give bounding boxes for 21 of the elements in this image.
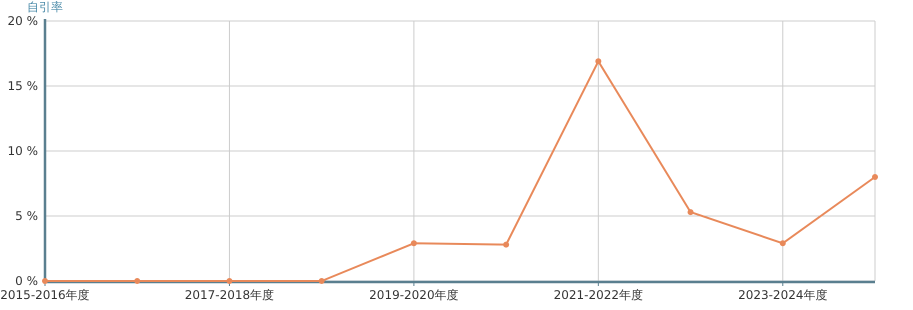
x-tick-label: 2019-2020年度 <box>369 288 459 302</box>
x-tick-label: 2017-2018年度 <box>184 288 274 302</box>
point <box>503 242 510 248</box>
point <box>780 240 786 246</box>
y-axis-title: 自引率 <box>27 0 63 14</box>
point <box>318 278 325 284</box>
x-tick-label: 2015-2016年度 <box>0 288 90 302</box>
point <box>226 278 232 284</box>
point <box>410 240 417 246</box>
y-tick-label: 0 % <box>15 274 38 288</box>
point <box>134 278 140 284</box>
y-tick-label: 10 % <box>8 144 38 158</box>
y-tick-label: 20 % <box>8 14 38 28</box>
point <box>688 209 694 216</box>
y-tick-label: 5 % <box>15 209 38 223</box>
x-tick-label: 2023-2024年度 <box>738 288 828 302</box>
x-tick-label: 2021-2022年度 <box>554 288 644 302</box>
point <box>595 58 602 64</box>
point <box>42 278 48 284</box>
point <box>872 174 878 180</box>
y-tick-label: 15 % <box>8 79 38 93</box>
